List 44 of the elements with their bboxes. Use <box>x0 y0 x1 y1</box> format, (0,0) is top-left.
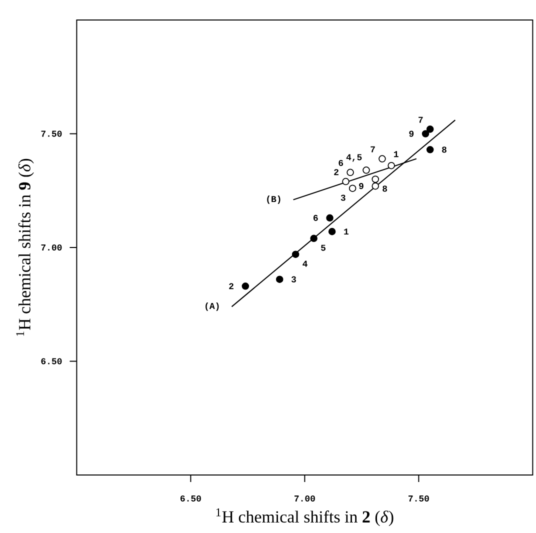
y-tick-label: 7.50 <box>41 130 62 137</box>
x-tick-label: 6.50 <box>180 495 201 502</box>
x-axis-title: $^{1}$H chemical shifts in 2 (δ) <box>216 508 394 526</box>
annotation: 7 <box>418 116 423 123</box>
point <box>346 168 354 176</box>
point <box>422 130 430 138</box>
point <box>372 176 380 183</box>
point <box>426 126 434 133</box>
point <box>326 214 334 222</box>
point <box>388 162 395 170</box>
point <box>342 178 350 186</box>
annotation: 8 <box>442 146 446 153</box>
annotation: 8 <box>382 186 388 192</box>
annotation: 9 <box>409 130 414 137</box>
y-axis-title: $^{1}$H chemical shifts in 9 (δ) <box>16 158 34 336</box>
annotation: 2 <box>229 283 234 290</box>
annotation: 4 <box>302 260 308 267</box>
point <box>292 250 300 258</box>
point <box>372 182 380 190</box>
annotation: 3 <box>340 194 346 201</box>
x-tick-label: 7.50 <box>408 495 429 502</box>
y-tick-label: 6.50 <box>41 358 62 364</box>
annotation: 4,5 <box>346 154 362 162</box>
annotation: 6 <box>314 214 318 221</box>
point <box>362 166 370 174</box>
annotation: 5 <box>321 244 326 251</box>
annotation: 2 <box>334 169 338 176</box>
point <box>276 276 284 283</box>
point <box>328 228 336 236</box>
point <box>378 155 386 162</box>
point <box>310 234 318 242</box>
x-tick-label: 7.00 <box>294 495 315 502</box>
annotation: (B) <box>267 196 280 204</box>
annotation: 7 <box>370 146 375 152</box>
point <box>348 184 356 192</box>
point <box>426 146 434 154</box>
annotation: 1 <box>394 151 398 158</box>
annotation: 3 <box>291 276 296 282</box>
annotation: 9 <box>359 183 364 190</box>
annotation: (A) <box>206 302 219 311</box>
point <box>242 282 250 290</box>
y-tick-label: 7.00 <box>41 244 62 251</box>
annotation: 1 <box>344 228 349 235</box>
annotation: 6 <box>338 160 344 166</box>
